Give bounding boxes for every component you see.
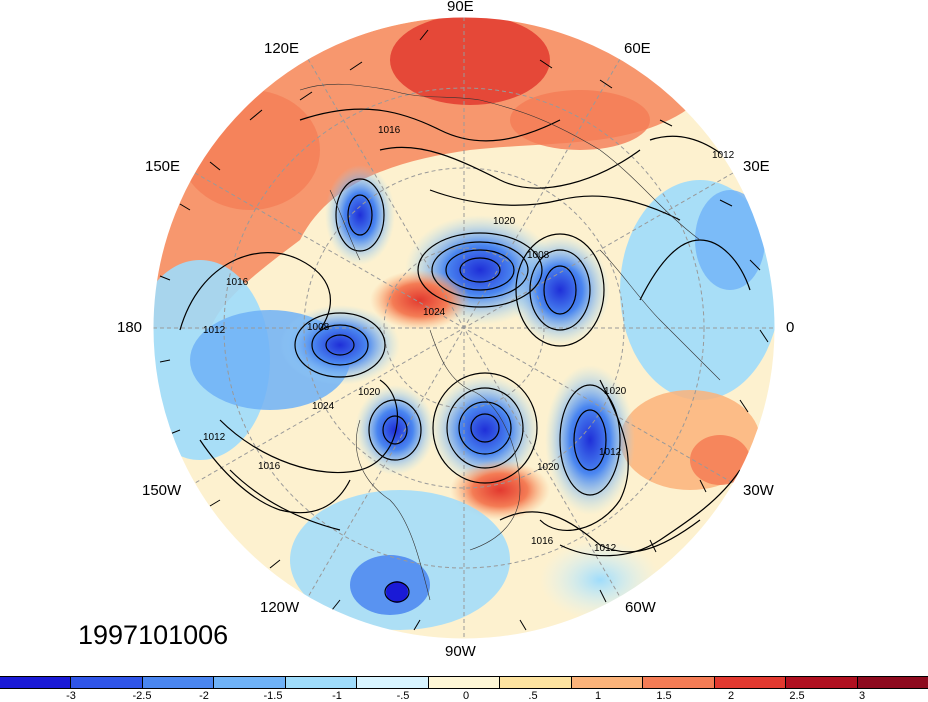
coastlines — [299, 83, 721, 601]
lon-label-30e: 30E — [743, 158, 770, 175]
colorbar-swatch — [500, 677, 572, 688]
colorbar-tick-label: 1.5 — [656, 690, 672, 702]
colorbar — [0, 676, 928, 689]
colorbar-swatch — [428, 677, 501, 688]
contour-label: 1012 — [203, 325, 226, 336]
map-boundary — [152, 16, 776, 640]
colorbar-tick-label: -.5 — [396, 690, 410, 702]
contour-label: 1020 — [493, 216, 516, 227]
colorbar-swatch — [214, 677, 286, 688]
colorbar-swatch — [71, 677, 143, 688]
contour-label: 1020 — [358, 387, 381, 398]
colorbar-tick-label: 0 — [462, 690, 470, 702]
colorbar-swatch — [643, 677, 715, 688]
colorbar-tick-label: 1 — [594, 690, 602, 702]
lon-label-150e: 150E — [145, 158, 181, 175]
contour-value-labels: 1016 1012 1020 1008 1016 1012 1008 1020 … — [203, 125, 735, 554]
colorbar-tick-label: 3 — [858, 690, 866, 702]
colorbar-swatch — [0, 677, 72, 688]
lon-label-120w: 120W — [260, 599, 300, 616]
contour-label: 1008 — [527, 250, 550, 261]
contour-label: 1012 — [712, 150, 735, 161]
colorbar-swatch — [786, 677, 858, 688]
colorbar-swatch — [571, 677, 644, 688]
lon-label-180: 180 — [117, 319, 143, 336]
colorbar-tick-label: -1.5 — [263, 690, 283, 702]
contour-label: 1012 — [599, 447, 622, 458]
lon-label-60w: 60W — [625, 599, 656, 616]
contour-label: 1012 — [203, 432, 226, 443]
timestamp: 1997101006 — [78, 620, 229, 650]
contour-label: 1016 — [226, 277, 249, 288]
colorbar-tick-label: -2.5 — [132, 690, 152, 702]
lon-label-0: 0 — [786, 319, 795, 336]
graticule — [153, 17, 775, 639]
lon-label-60e: 60E — [624, 40, 651, 57]
lon-label-120e: 120E — [264, 40, 300, 57]
lon-label-90w: 90W — [445, 643, 476, 660]
colorbar-swatch — [857, 677, 928, 688]
colorbar-swatch — [714, 677, 787, 688]
anomaly-shading — [153, 17, 775, 639]
contour-label: 1016 — [258, 461, 281, 472]
contour-label: 1012 — [594, 543, 617, 554]
contour-label: 1024 — [312, 401, 335, 412]
contour-label: 1016 — [378, 125, 401, 136]
colorbar-tick-label: -1 — [332, 690, 342, 702]
colorbar-tick-label: -3 — [66, 690, 76, 702]
wind-barbs — [159, 29, 769, 631]
lon-label-150w: 150W — [142, 482, 182, 499]
contour-label: 1024 — [423, 307, 446, 318]
colorbar-tick-label: .5 — [528, 690, 538, 702]
lon-label-30w: 30W — [743, 482, 774, 499]
colorbar-swatch — [357, 677, 429, 688]
colorbar-swatch — [142, 677, 215, 688]
contour-label: 1016 — [531, 536, 554, 547]
colorbar-tick-label: 2.5 — [789, 690, 805, 702]
colorbar-tick-label: 2 — [727, 690, 735, 702]
colorbar-swatch — [285, 677, 358, 688]
lon-label-90e: 90E — [447, 0, 474, 15]
colorbar-tick-label: -2 — [199, 690, 209, 702]
contour-label: 1020 — [604, 386, 627, 397]
isobar-contours — [179, 108, 751, 603]
contour-label: 1008 — [307, 322, 330, 333]
contour-label: 1020 — [537, 462, 560, 473]
